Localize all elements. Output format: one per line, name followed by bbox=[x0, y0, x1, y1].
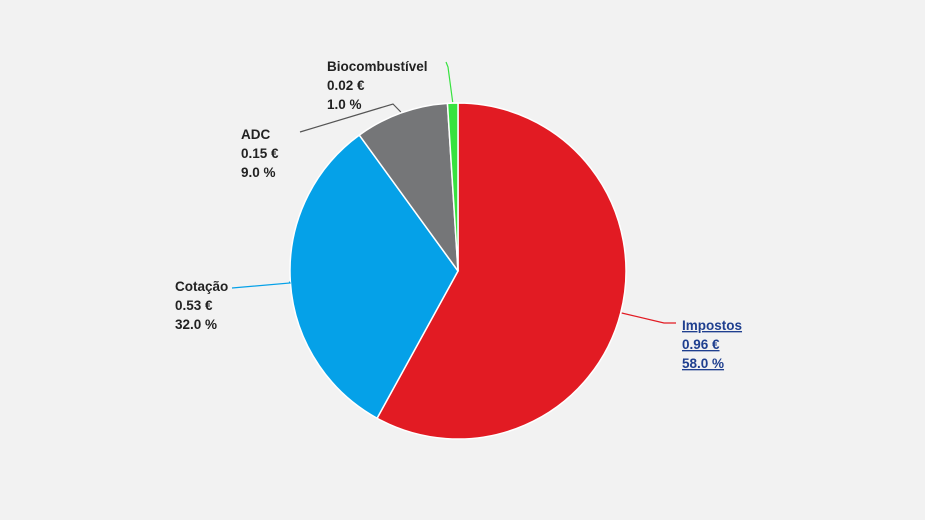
slice-name-label[interactable]: Impostos bbox=[682, 318, 742, 333]
pie-slice-adc[interactable] bbox=[358, 102, 459, 272]
slice-value-label: 0.02 € bbox=[327, 78, 365, 93]
pie-slice-cotac-a-o[interactable] bbox=[289, 134, 459, 419]
slice-percent-label: 32.0 % bbox=[175, 317, 217, 332]
slice-value-label: 0.53 € bbox=[175, 298, 213, 313]
leader-line-3 bbox=[445, 61, 454, 103]
slice-value-label: 0.15 € bbox=[241, 146, 279, 161]
slice-percent-label: 1.0 % bbox=[327, 97, 362, 112]
leader-line-2 bbox=[299, 103, 402, 133]
slice-name-label: Biocombustível bbox=[327, 59, 428, 74]
pie-slice-biocombusti-vel[interactable] bbox=[446, 102, 459, 272]
leader-line-0 bbox=[621, 312, 676, 324]
slice-name-label: ADC bbox=[241, 127, 270, 142]
slice-value-label[interactable]: 0.96 € bbox=[682, 337, 720, 352]
pie-slice-impostos[interactable] bbox=[376, 102, 627, 440]
slice-name-label: Cotação bbox=[175, 279, 228, 294]
slice-percent-label[interactable]: 58.0 % bbox=[682, 356, 724, 371]
leader-line-1 bbox=[231, 281, 291, 289]
slice-percent-label: 9.0 % bbox=[241, 165, 276, 180]
